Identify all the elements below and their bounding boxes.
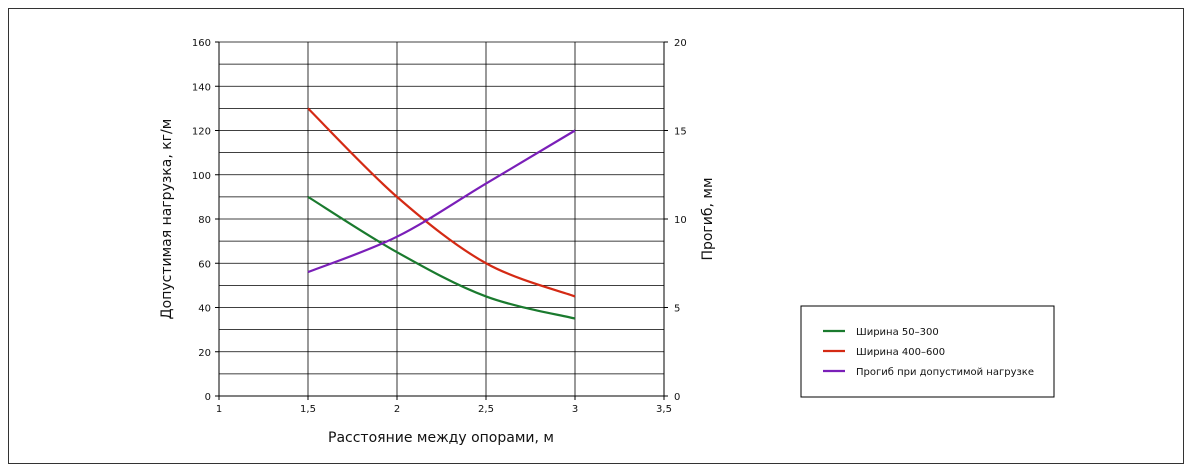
legend-label: Ширина 400–600 (856, 347, 945, 358)
y-left-tick-label: 0 (205, 392, 211, 403)
y-left-tick-label: 140 (192, 82, 211, 93)
series-line (307, 129, 576, 274)
chart-frame (8, 8, 1184, 464)
y-left-tick-label: 20 (198, 348, 211, 359)
x-tick-labels: 1 1,5 2 2,5 3 3,5 (216, 396, 672, 415)
series-line (307, 195, 576, 320)
legend-label: Ширина 50–300 (856, 327, 939, 338)
y-left-tick-label: 100 (192, 171, 211, 182)
x-tick-label: 2 (394, 404, 400, 415)
y-left-tick-label: 80 (198, 215, 211, 226)
y-left-tick-label: 60 (198, 259, 211, 270)
y-left-tick-label: 40 (198, 304, 211, 315)
x-tick-label: 1,5 (300, 404, 316, 415)
y-left-axis-title: Допустимая нагрузка, кг/м (159, 119, 175, 320)
x-tick-label: 3 (572, 404, 578, 415)
series-line (307, 107, 576, 298)
y-left-tick-label: 160 (192, 38, 211, 49)
series-lines (307, 107, 576, 320)
legend-label: Прогиб при допустимой нагрузке (856, 367, 1034, 378)
x-tick-label: 3,5 (656, 404, 672, 415)
legend: Ширина 50–300 Ширина 400–600 Прогиб при до… (800, 305, 1055, 398)
y-right-tick-label: 10 (674, 215, 687, 226)
y-left-tick-label: 120 (192, 127, 211, 138)
y-right-tick-label: 5 (674, 304, 680, 315)
y-right-tick-label: 0 (674, 392, 680, 403)
y-right-axis-title: Прогиб, мм (700, 177, 716, 260)
y-right-tick-labels: 0 5 10 15 20 (664, 38, 687, 403)
y-right-tick-label: 20 (674, 38, 687, 49)
x-tick-label: 2,5 (478, 404, 494, 415)
y-right-tick-label: 15 (674, 127, 687, 138)
y-left-tick-labels: 0 20 40 60 80 100 120 140 160 (192, 38, 219, 403)
x-tick-label: 1 (216, 404, 222, 415)
grid-lines (219, 41, 664, 396)
x-axis-title: Расстояние между опорами, м (328, 430, 554, 446)
